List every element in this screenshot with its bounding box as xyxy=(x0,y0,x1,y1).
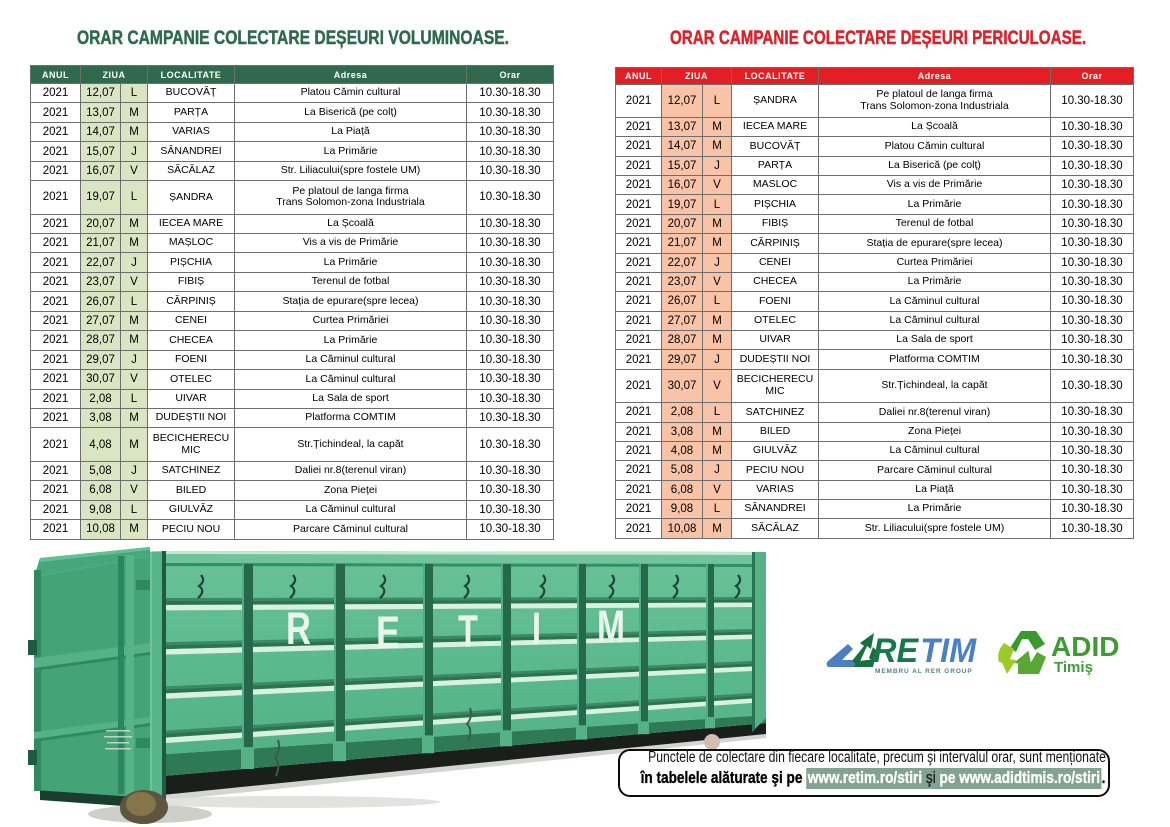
svg-text:TIM: TIM xyxy=(920,632,977,670)
svg-text:MEMBRU AL RER GROUP: MEMBRU AL RER GROUP xyxy=(875,668,973,675)
svg-text:R: R xyxy=(286,603,311,654)
svg-text:RE: RE xyxy=(873,632,919,670)
svg-text:ADID: ADID xyxy=(1051,631,1119,662)
svg-text:I: I xyxy=(532,603,541,654)
svg-text:M: M xyxy=(597,601,625,652)
svg-text:T: T xyxy=(458,606,478,657)
svg-text:E: E xyxy=(376,607,400,658)
svg-text:Timiş: Timiş xyxy=(1054,659,1093,676)
